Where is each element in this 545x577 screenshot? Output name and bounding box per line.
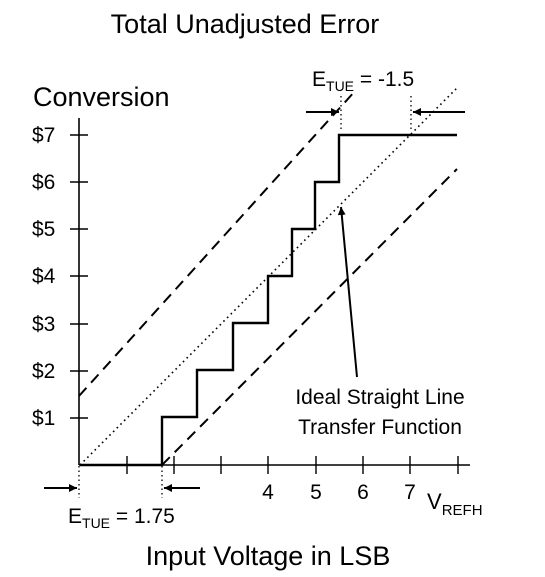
y-tick-label: $3: [32, 313, 55, 336]
x-tick-label: 5: [310, 481, 322, 504]
y-axis-title: Conversion: [33, 82, 170, 112]
x-tick-label: 4: [262, 481, 274, 504]
y-tick-label: $5: [32, 218, 55, 241]
actual-transfer-staircase: [80, 133, 457, 467]
tue-bottom-label-sub: TUE: [82, 515, 110, 531]
tue-top-label-sub: TUE: [326, 78, 354, 94]
annotation-arrow: [337, 206, 358, 378]
tue-bottom-label-value: = 1.75: [110, 505, 175, 528]
x-ticks: [126, 456, 459, 474]
lower-error-bound-line: [161, 168, 458, 466]
upper-error-bound-line: [78, 89, 357, 397]
annotation-line1: Ideal Straight Line: [295, 386, 464, 409]
tue-bottom-label: ETUE = 1.75: [68, 505, 175, 531]
x-tick-labels: 4 5 6 7: [262, 481, 416, 504]
tue-top-label: ETUE = -1.5: [312, 68, 414, 94]
x-end-label: VREFH: [427, 489, 483, 519]
annotation-line2: Transfer Function: [298, 416, 462, 439]
y-tick-label: $4: [32, 265, 56, 288]
y-tick-label: $2: [32, 360, 55, 383]
y-tick-label: $6: [32, 171, 55, 194]
tue-top-label-value: = -1.5: [354, 68, 414, 91]
y-tick-label: $7: [32, 124, 55, 147]
y-ticks: [70, 134, 88, 419]
diagram-title: Total Unadjusted Error: [111, 9, 380, 39]
x-tick-label: 7: [404, 481, 416, 504]
tue-bottom-label-main: E: [68, 505, 82, 528]
tue-top-label-main: E: [312, 68, 326, 91]
y-tick-labels: $7 $6 $5 $4 $3 $2 $1: [32, 124, 56, 430]
x-end-label-main: V: [427, 489, 442, 514]
x-tick-label: 6: [357, 481, 369, 504]
x-end-label-sub: REFH: [442, 502, 483, 519]
y-tick-label: $1: [32, 407, 55, 430]
x-axis-title: Input Voltage in LSB: [146, 541, 391, 571]
